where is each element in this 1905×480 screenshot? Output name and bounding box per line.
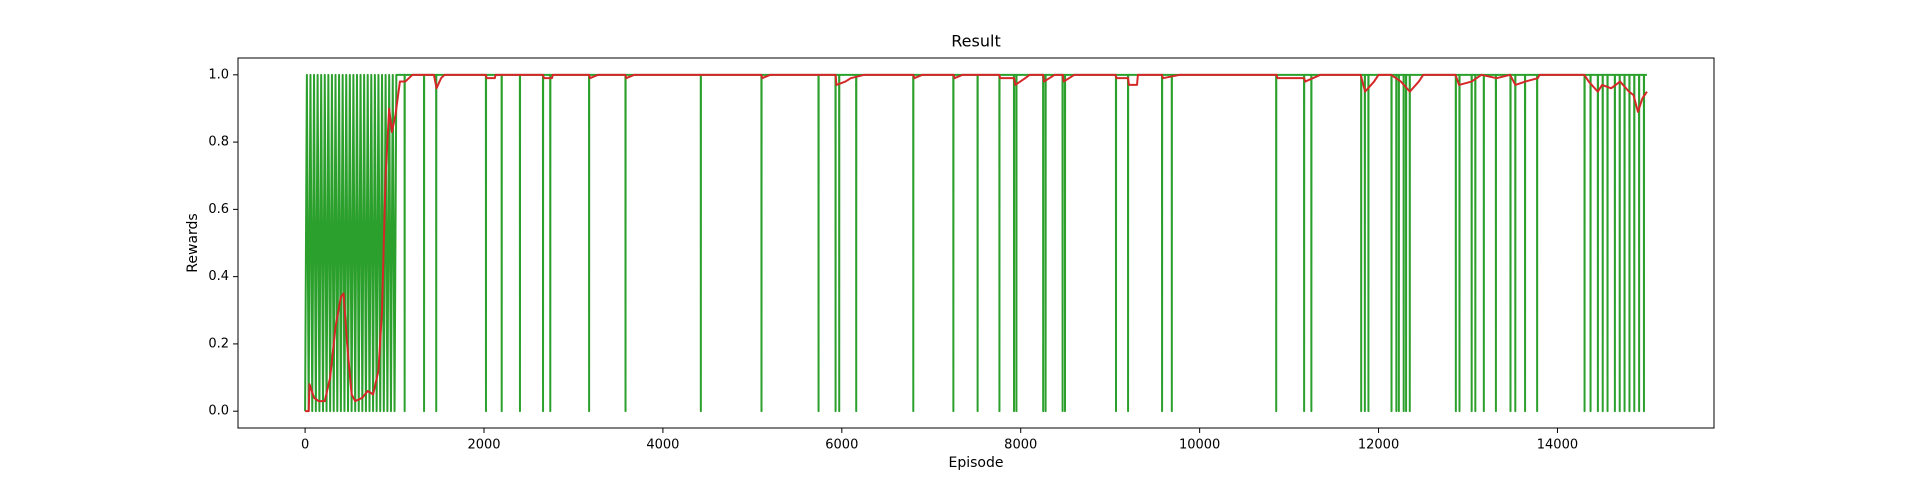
x-tick-label: 8000	[1004, 438, 1037, 453]
x-tick-label: 0	[301, 438, 309, 453]
y-tick-label: 0.2	[208, 336, 229, 351]
x-tick-label: 12000	[1358, 438, 1399, 453]
x-tick-label: 10000	[1179, 438, 1220, 453]
y-tick-label: 0.0	[208, 404, 229, 419]
plot-frame	[237, 57, 1715, 429]
x-tick-label: 14000	[1537, 438, 1578, 453]
x-tick-label: 4000	[646, 438, 679, 453]
series-line	[304, 73, 1647, 413]
x-tick-label: 2000	[467, 438, 500, 453]
x-tick-label: 6000	[825, 438, 858, 453]
y-tick-label: 1.0	[208, 67, 229, 82]
y-tick-label: 0.6	[208, 202, 229, 217]
chart-title: Result	[951, 32, 1000, 51]
x-axis-label: Episode	[949, 455, 1004, 471]
y-axis-label: Rewards	[185, 213, 201, 272]
y-tick-label: 0.8	[208, 135, 229, 150]
y-tick-label: 0.4	[208, 269, 229, 284]
series-line	[305, 73, 1648, 413]
